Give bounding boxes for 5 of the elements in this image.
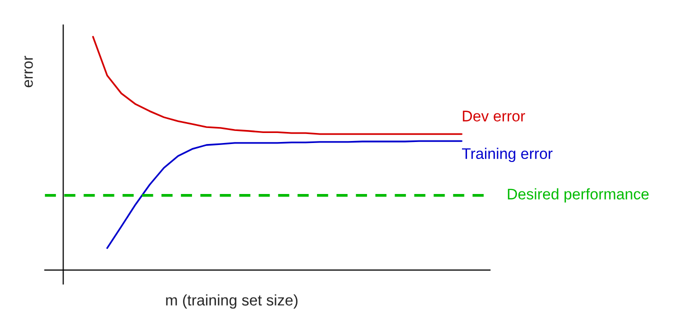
ref-line-label: Desired performance <box>508 188 649 202</box>
series-label: Training error <box>462 148 553 162</box>
series-label: Dev error <box>462 110 526 122</box>
y-axis-title: error <box>24 56 33 88</box>
x-axis-title: m (training set size) <box>166 294 298 309</box>
